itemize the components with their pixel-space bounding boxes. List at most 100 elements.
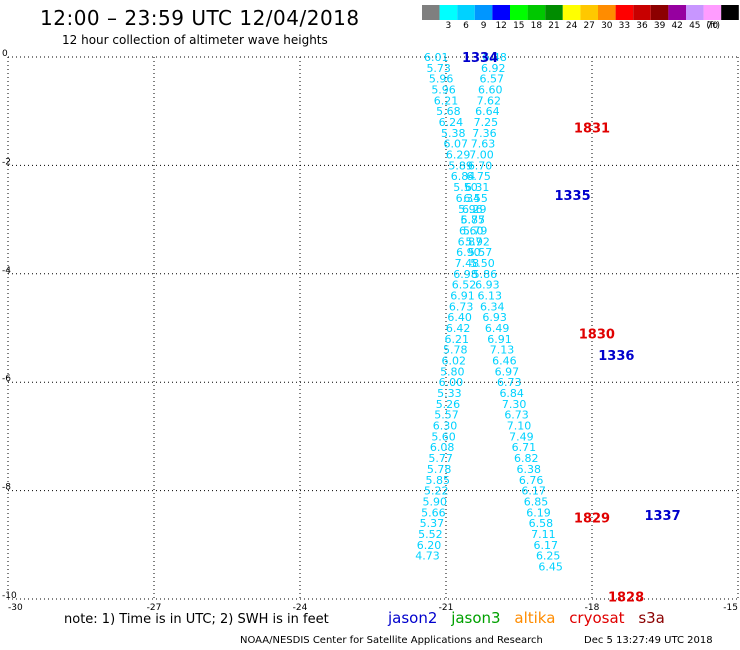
legend-label: 42 [671,21,683,31]
y-tick-label: -8 [2,483,11,493]
time-label: 1337 [644,509,680,524]
swh-value-cryosat: 7.63 [471,138,496,151]
x-tick-label: -21 [439,603,454,613]
chart-title: 12:00 – 23:59 UTC 12/04/2018 [40,6,360,30]
legend-label: 36 [636,21,648,31]
swh-value-jason2: 5.57 [468,246,493,259]
swh-value-cryosat: 6.40 [447,311,472,324]
chart-subtitle: 12 hour collection of altimeter wave hei… [62,33,328,47]
swh-value-jason2: 6.49 [485,322,510,335]
legend-unit: (ft) [706,21,720,31]
swh-value-cryosat: 5.66 [421,506,446,519]
swh-value-jason2: 6.29 [446,149,471,162]
swh-value-cryosat: 7.25 [474,116,499,129]
swh-value-cryosat: 6.52 [452,279,477,292]
swh-value-cryosat: 6.60 [459,224,484,237]
swh-value-cryosat: 6.30 [433,420,458,433]
swh-value-cryosat: 6.08 [430,441,455,454]
time-label: 1829 [574,512,610,527]
swh-value-jason2: 6.13 [478,289,503,302]
swh-value-jason2: 5.96 [429,73,454,86]
swh-value-cryosat: 5.33 [437,387,462,400]
swh-value-jason2: 5.73 [426,62,451,75]
legend-label: 30 [601,21,613,31]
swh-value-cryosat: 6.21 [444,333,469,346]
swh-value-jason2: 6.85 [524,495,549,508]
swh-value-jason2: 5.89 [448,159,473,172]
swh-value-jason2: 6.84 [499,387,524,400]
note-text: note: 1) Time is in UTC; 2) SWH is in fe… [64,612,329,627]
swh-value-cryosat: 4.73 [415,550,440,563]
swh-value-jason2: 6.17 [521,485,546,498]
credit-footer: NOAA/NESDIS Center for Satellite Applica… [240,635,543,646]
legend-swatch [562,5,581,20]
swh-value-jason2: 6.71 [512,441,537,454]
swh-value-jason2: 6.58 [529,517,554,530]
legend-swatch [492,5,510,20]
time-label: 1335 [554,189,590,204]
swh-value-cryosat: 6.57 [479,73,504,86]
swh-value-jason2: 6.93 [475,279,500,292]
x-tick-label: -27 [147,603,162,613]
legend-labels: 3 6 9 12 15 18 21 24 27 30 33 36 39 42 45 70 (ft) [422,21,740,33]
swh-value-cryosat: 6.64 [475,105,500,118]
legend-label: 9 [480,21,487,31]
y-tick-label: -10 [2,591,17,601]
legend-swatch [615,5,634,20]
legend-label: 70 [706,21,719,31]
swh-value-jason2: 6.25 [536,550,561,563]
swh-value-cryosat: 7.48 [455,257,480,270]
time-label: 1828 [608,590,644,605]
legend-label: 3 [445,21,452,31]
swh-value-jason2: 5.86 [473,268,498,281]
swh-value-cryosat: 6.92 [481,62,506,75]
swh-value-jason2: 6.07 [443,138,468,151]
swh-value-jason2: 5.68 [436,105,461,118]
swh-value-cryosat: 5.26 [436,398,461,411]
swh-value-jason2: 5.96 [431,84,456,97]
swh-value-cryosat: 7.62 [477,94,502,107]
swh-value-cryosat: 6.87 [458,235,483,248]
sat-altika: altika [514,609,556,627]
time-label: 1830 [579,327,615,342]
swh-value-jason2: 6.97 [495,365,520,378]
time-label: 1336 [598,349,634,364]
swh-value-jason2: 6.21 [434,94,459,107]
legend-swatch [457,5,475,20]
time-label: 1831 [574,121,610,136]
legend-swatch [510,5,528,20]
swh-value-jason2: 7.11 [531,528,556,541]
x-tick-label: -24 [293,603,308,613]
x-tick-label: -15 [723,603,738,613]
swh-value-cryosat: 6.42 [446,322,471,335]
legend-swatch [650,5,669,20]
swh-value-jason2: 6.91 [487,333,512,346]
swh-value-cryosat: 5.78 [443,344,468,357]
swh-value-cryosat: 6.90 [456,246,481,259]
x-tick-label: -18 [585,603,600,613]
swh-value-jason2: 6.82 [514,452,539,465]
swh-value-cryosat: 6.70 [468,159,493,172]
swh-value-jason2: 6.46 [492,355,517,368]
satellite-legend: jason2 jason3 altika cryosat s3a [388,609,674,627]
swh-value-jason2: 5.87 [461,214,486,227]
legend-swatch [422,5,440,20]
swh-value-cryosat: 6.55 [463,192,488,205]
swh-value-jason2: 7.10 [507,420,532,433]
swh-value-cryosat: 5.22 [424,485,449,498]
legend-swatch [545,5,563,20]
y-tick-label: -6 [2,374,11,384]
swh-value-cryosat: 6.29 [462,203,487,216]
swh-value-cryosat: 5.52 [418,528,443,541]
sat-s3a: s3a [638,609,665,627]
swh-value-jason2: 7.13 [490,344,515,357]
legend-swatch [439,5,458,20]
legend-swatch [598,5,616,20]
sat-jason3: jason3 [451,609,501,627]
swh-value-jason2: 6.73 [504,409,529,422]
legend-label: 39 [653,21,666,31]
swh-value-jason2: 6.38 [516,463,541,476]
swh-value-cryosat: 6.75 [461,214,486,227]
swh-value-cryosat: 7.00 [469,149,494,162]
